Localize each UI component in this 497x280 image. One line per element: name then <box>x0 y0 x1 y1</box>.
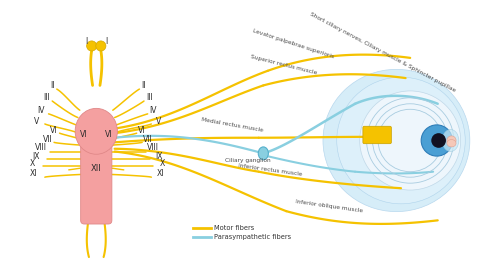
Text: IV: IV <box>150 106 157 115</box>
Text: IV: IV <box>37 106 45 115</box>
Ellipse shape <box>323 69 470 212</box>
Text: Parasympathetic fibers: Parasympathetic fibers <box>214 234 291 240</box>
FancyBboxPatch shape <box>81 129 112 224</box>
Text: III: III <box>43 93 50 102</box>
Circle shape <box>96 41 106 51</box>
Ellipse shape <box>447 139 456 147</box>
Text: II: II <box>50 81 55 90</box>
Text: VI: VI <box>50 126 58 135</box>
Text: VII: VII <box>43 135 53 144</box>
Text: Ciliary ganglion: Ciliary ganglion <box>225 158 270 162</box>
Text: XII: XII <box>91 164 102 172</box>
Text: XI: XI <box>157 169 165 178</box>
Text: XI: XI <box>30 169 38 178</box>
Text: VIII: VIII <box>35 143 47 152</box>
Text: V: V <box>156 117 162 126</box>
Text: Superior rectus muscle: Superior rectus muscle <box>249 54 317 75</box>
Text: II: II <box>142 81 146 90</box>
Ellipse shape <box>447 136 456 145</box>
Text: X: X <box>160 159 165 168</box>
Text: Short ciliary nerves, Ciliary muscle & Sphincter pupillae: Short ciliary nerves, Ciliary muscle & S… <box>309 11 457 93</box>
Ellipse shape <box>442 129 459 151</box>
Ellipse shape <box>421 125 452 156</box>
Ellipse shape <box>258 147 268 160</box>
Text: IX: IX <box>155 151 163 161</box>
Text: IX: IX <box>32 151 39 161</box>
Text: VI: VI <box>105 130 113 139</box>
Text: III: III <box>146 93 153 102</box>
Text: Medial rectus muscle: Medial rectus muscle <box>201 117 264 133</box>
Text: VI: VI <box>80 130 87 139</box>
Circle shape <box>86 41 97 51</box>
Text: V: V <box>34 117 39 126</box>
Text: I: I <box>105 37 107 46</box>
Ellipse shape <box>431 133 446 148</box>
Text: VII: VII <box>143 135 153 144</box>
Text: I: I <box>85 37 87 46</box>
Ellipse shape <box>75 108 117 154</box>
Ellipse shape <box>337 77 465 204</box>
Text: Motor fibers: Motor fibers <box>214 225 254 231</box>
Ellipse shape <box>360 91 461 190</box>
Text: Levator palpebrae superioris: Levator palpebrae superioris <box>252 29 335 60</box>
FancyBboxPatch shape <box>363 126 391 144</box>
Text: Inferior oblique muscle: Inferior oblique muscle <box>295 199 364 214</box>
Text: X: X <box>29 159 35 168</box>
Text: VIII: VIII <box>147 143 159 152</box>
Text: Inferior rectus muscle: Inferior rectus muscle <box>238 163 302 177</box>
Text: VI: VI <box>138 126 146 135</box>
